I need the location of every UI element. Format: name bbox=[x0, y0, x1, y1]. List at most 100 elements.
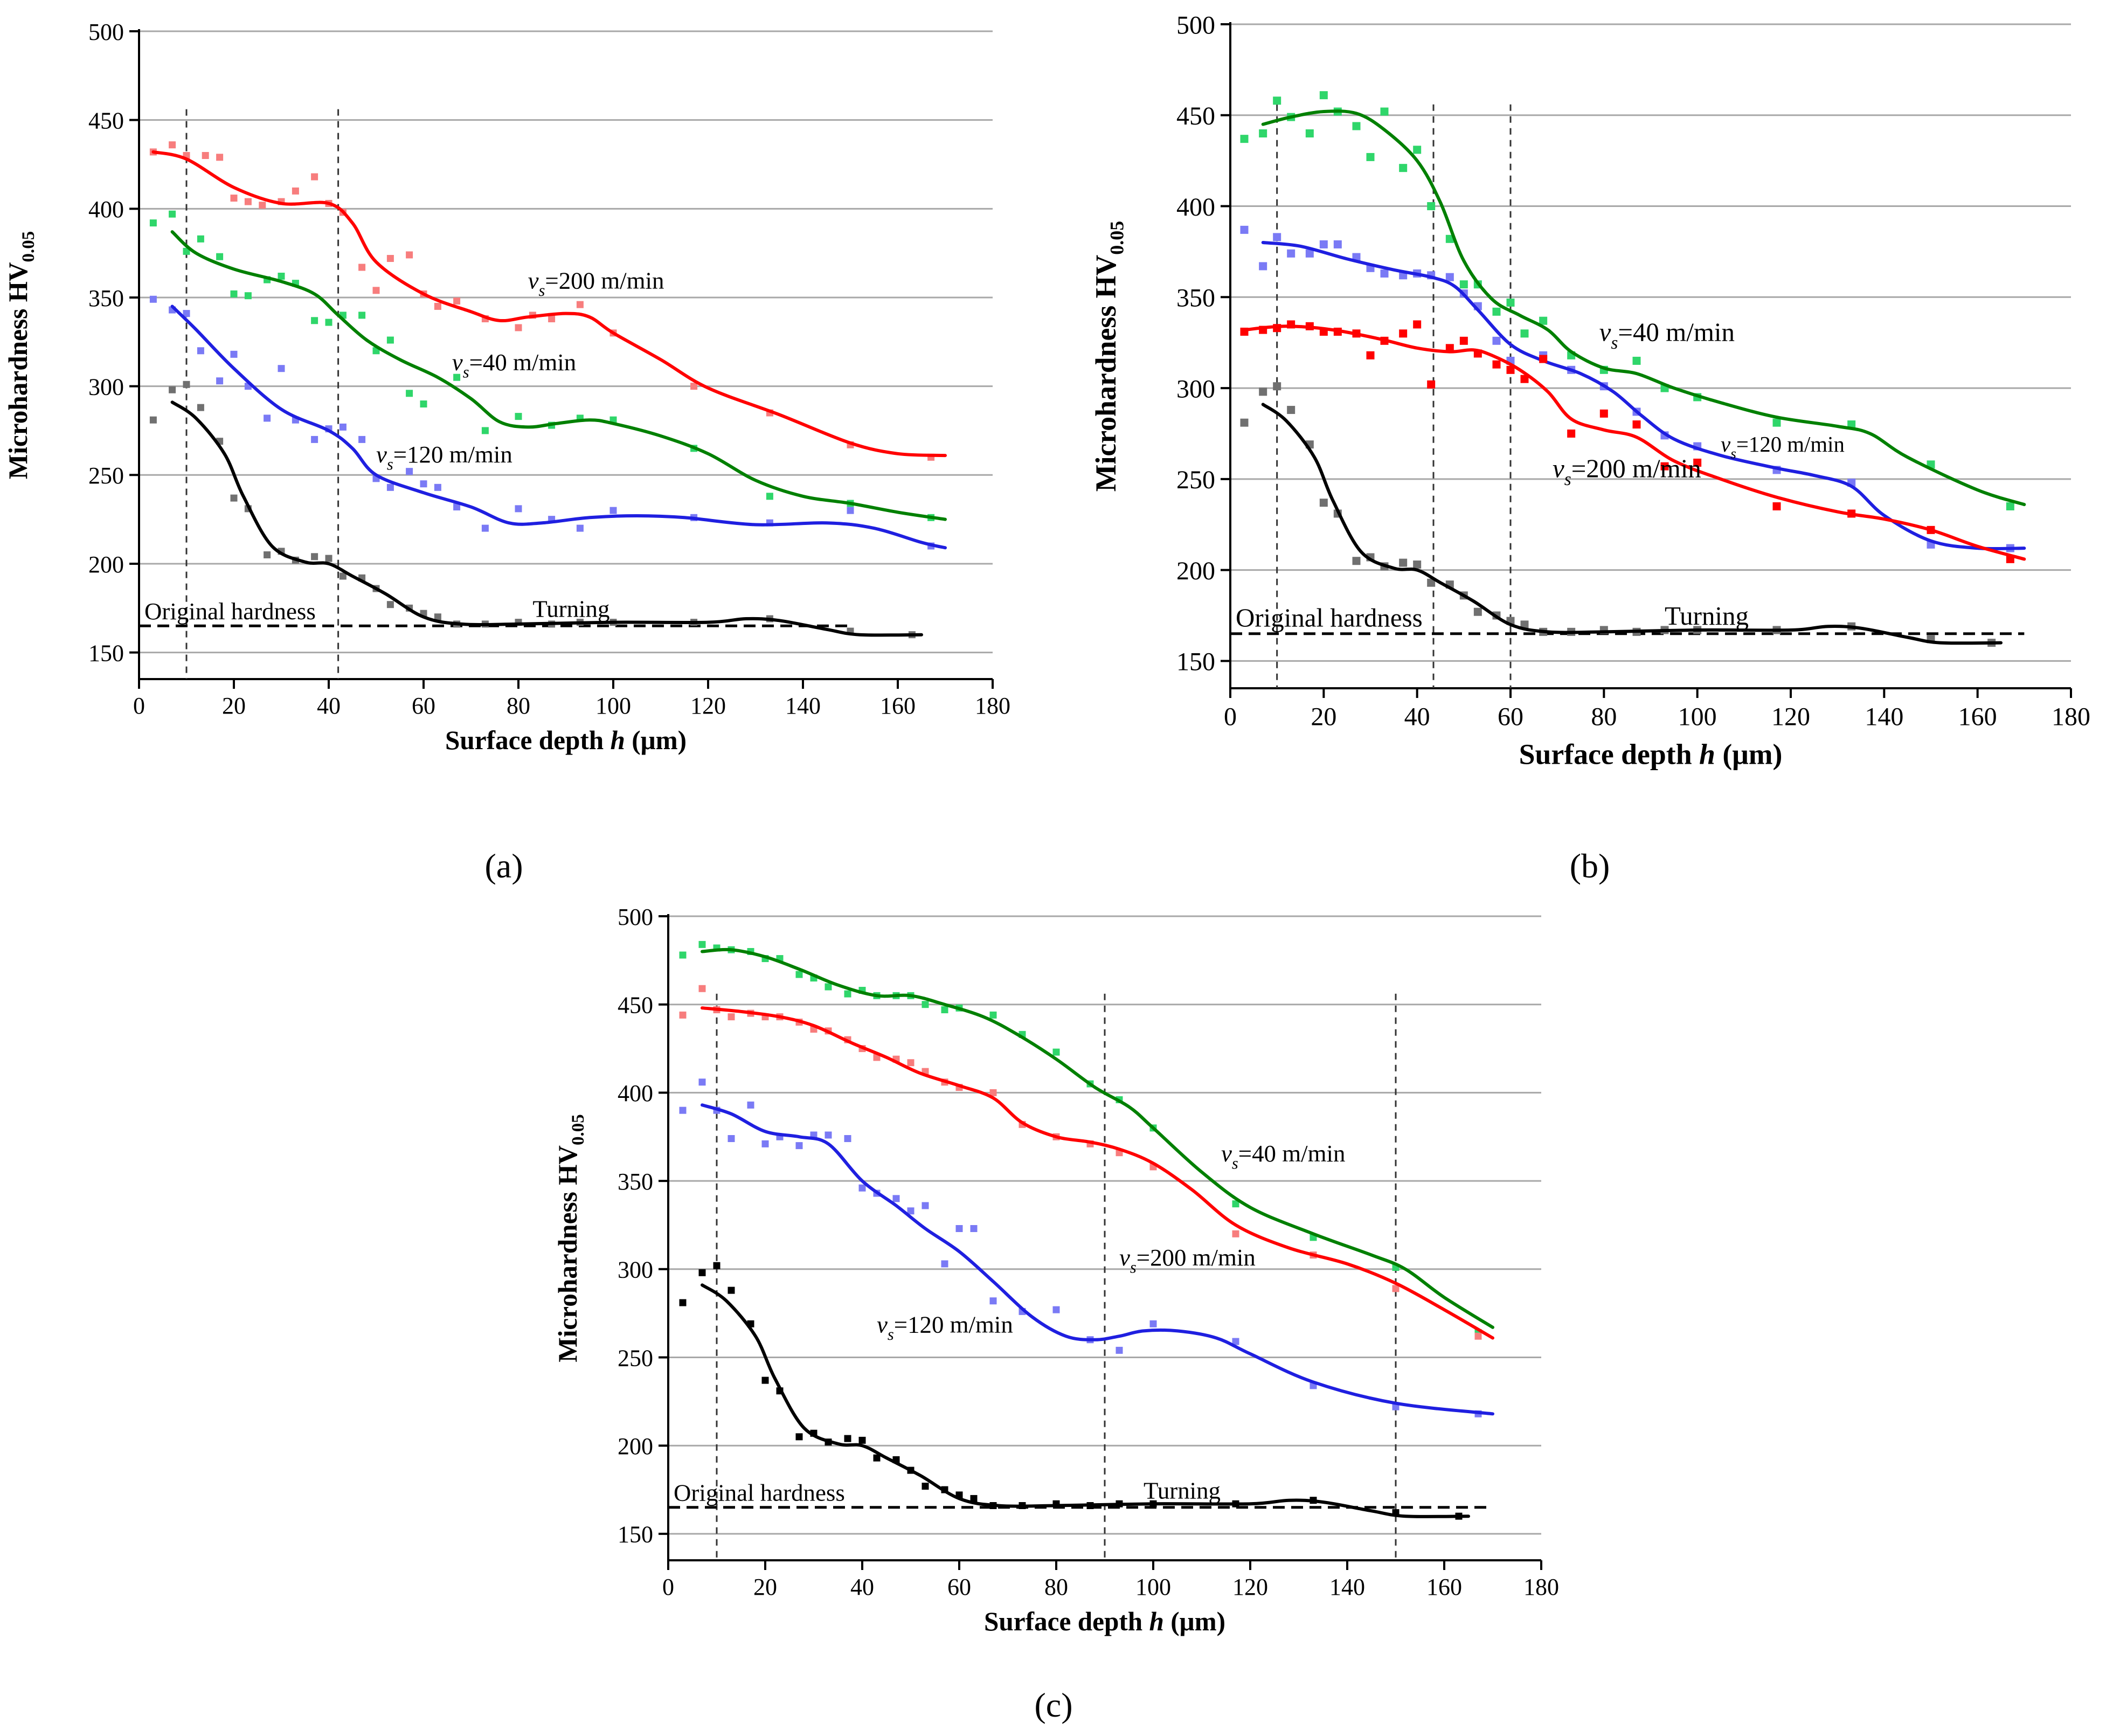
data-point bbox=[216, 253, 224, 260]
series-label: vs=40 m/min bbox=[452, 349, 576, 381]
data-point bbox=[230, 290, 238, 298]
y-tick-label: 200 bbox=[88, 551, 124, 578]
x-tick-label: 120 bbox=[1771, 702, 1810, 731]
data-point bbox=[1305, 129, 1314, 138]
data-point bbox=[230, 494, 238, 502]
data-point bbox=[1506, 365, 1515, 374]
series-turning bbox=[679, 1262, 1470, 1520]
data-point bbox=[515, 413, 522, 420]
x-tick-label: 0 bbox=[133, 693, 145, 719]
data-point bbox=[169, 210, 176, 218]
data-point bbox=[1333, 240, 1342, 248]
data-point bbox=[728, 1287, 735, 1294]
data-point bbox=[1273, 96, 1281, 105]
data-point bbox=[1366, 153, 1375, 161]
y-tick-label: 300 bbox=[618, 1257, 653, 1283]
x-tick-label: 40 bbox=[850, 1574, 874, 1600]
data-point bbox=[892, 1195, 900, 1202]
series-vs-40-m-min bbox=[679, 940, 1494, 1337]
series-label: Turning bbox=[532, 596, 609, 623]
data-point bbox=[766, 493, 773, 500]
data-point bbox=[1399, 329, 1408, 338]
data-point bbox=[325, 319, 332, 326]
y-tick-label: 400 bbox=[618, 1080, 653, 1106]
data-point bbox=[907, 1207, 915, 1215]
series-line bbox=[1243, 324, 2026, 561]
series-label: Turning bbox=[1665, 601, 1749, 631]
panel-label-b: (b) bbox=[1570, 847, 1610, 885]
data-point bbox=[1273, 382, 1281, 391]
data-point bbox=[795, 1433, 803, 1441]
data-point bbox=[216, 154, 224, 161]
series-turning bbox=[149, 381, 923, 639]
data-point bbox=[728, 1135, 735, 1143]
x-tick-label: 180 bbox=[1523, 1574, 1559, 1600]
x-tick-label: 140 bbox=[1329, 1574, 1365, 1600]
data-point bbox=[761, 1140, 769, 1147]
series-line bbox=[1261, 241, 2026, 551]
data-point bbox=[386, 483, 394, 491]
data-point bbox=[1492, 336, 1501, 345]
data-point bbox=[244, 292, 252, 300]
data-point bbox=[1772, 418, 1781, 427]
data-point bbox=[698, 1269, 706, 1276]
data-point bbox=[1459, 280, 1468, 289]
series-line bbox=[701, 1283, 1470, 1518]
x-tick-label: 40 bbox=[317, 693, 341, 719]
x-tick-label: 160 bbox=[1426, 1574, 1462, 1600]
data-point bbox=[420, 400, 427, 408]
data-point bbox=[1660, 462, 1669, 471]
data-point bbox=[278, 365, 285, 372]
x-tick-label: 60 bbox=[1498, 702, 1523, 731]
y-tick-label: 400 bbox=[1176, 193, 1215, 222]
x-tick-label: 100 bbox=[1135, 1574, 1171, 1600]
data-point bbox=[406, 468, 413, 475]
data-point bbox=[576, 524, 584, 532]
data-point bbox=[922, 1001, 929, 1008]
data-point bbox=[202, 152, 209, 160]
data-point bbox=[1305, 249, 1314, 258]
x-tick-label: 100 bbox=[595, 693, 631, 719]
data-point bbox=[1445, 273, 1454, 281]
data-point bbox=[1632, 356, 1641, 365]
y-tick-label: 200 bbox=[618, 1433, 653, 1460]
series-label: Turning bbox=[1144, 1477, 1221, 1504]
x-tick-label: 160 bbox=[880, 693, 916, 719]
data-point bbox=[955, 1225, 963, 1232]
data-point bbox=[1474, 1332, 1482, 1340]
series-line bbox=[701, 1006, 1494, 1340]
series-label: vs=120 m/min bbox=[376, 441, 512, 473]
data-point bbox=[386, 336, 394, 344]
data-point bbox=[1259, 129, 1267, 138]
data-point bbox=[244, 198, 252, 205]
y-tick-label: 400 bbox=[88, 196, 124, 223]
series-label: vs=200 m/min bbox=[1553, 453, 1701, 489]
data-point bbox=[481, 427, 489, 434]
x-tick-label: 160 bbox=[1958, 702, 1997, 731]
y-tick-label: 250 bbox=[618, 1345, 653, 1371]
data-point bbox=[1273, 233, 1281, 241]
data-point bbox=[1599, 409, 1608, 418]
original-hardness-label: Original hardness bbox=[674, 1479, 845, 1506]
y-tick-label: 450 bbox=[88, 107, 124, 134]
data-point bbox=[847, 507, 854, 514]
data-point bbox=[1413, 146, 1422, 154]
data-point bbox=[679, 1106, 687, 1114]
data-point bbox=[183, 310, 190, 317]
series-label: vs=40 m/min bbox=[1221, 1140, 1345, 1172]
data-point bbox=[339, 572, 347, 580]
data-point bbox=[311, 173, 318, 181]
y-tick-label: 150 bbox=[618, 1521, 653, 1548]
data-point bbox=[1352, 557, 1361, 565]
data-point bbox=[1473, 607, 1482, 616]
x-tick-label: 120 bbox=[1232, 1574, 1268, 1600]
data-point bbox=[183, 247, 190, 255]
data-point bbox=[149, 295, 157, 303]
data-point bbox=[1116, 1346, 1123, 1354]
data-point bbox=[149, 219, 157, 227]
y-tick-label: 500 bbox=[88, 19, 124, 45]
series-line bbox=[1261, 109, 2026, 507]
series-label: vs=120 m/min bbox=[877, 1311, 1013, 1344]
x-axis-label: Surface depth h (μm) bbox=[984, 1607, 1225, 1636]
x-tick-label: 80 bbox=[507, 693, 530, 719]
